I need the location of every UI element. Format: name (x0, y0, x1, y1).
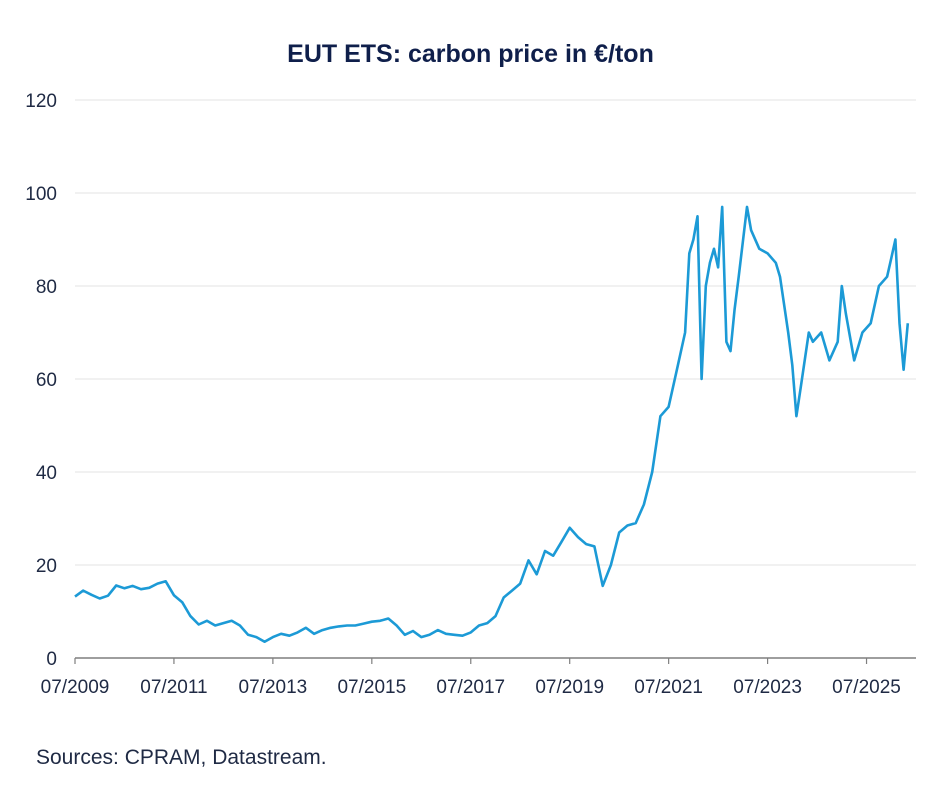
x-tick-label: 07/2017 (436, 677, 505, 698)
y-tick-label: 100 (25, 184, 57, 205)
x-tick-label: 07/2015 (337, 677, 406, 698)
y-axis-ticks: 0 20 40 60 80 100 120 (25, 91, 57, 670)
x-tick-label: 07/2021 (634, 677, 703, 698)
x-tick-label: 07/2013 (239, 677, 308, 698)
y-tick-label: 80 (36, 277, 57, 298)
x-tick-label: 07/2025 (832, 677, 901, 698)
x-tick-label: 07/2009 (41, 677, 110, 698)
y-tick-label: 120 (25, 91, 57, 112)
x-tick-label: 07/2023 (733, 677, 802, 698)
y-tick-label: 20 (36, 556, 57, 577)
sources-note: Sources: CPRAM, Datastream. (36, 746, 327, 769)
x-tick-label: 07/2019 (535, 677, 604, 698)
series-line-0 (74, 205, 910, 643)
x-tick-label: 07/2011 (140, 677, 207, 698)
y-tick-label: 0 (46, 649, 57, 670)
y-tick-label: 60 (36, 370, 57, 391)
y-tick-label: 40 (36, 463, 57, 484)
series-layer (74, 205, 910, 643)
chart-title: EUT ETS: carbon price in €/ton (287, 40, 654, 68)
gridlines (75, 99, 916, 566)
x-axis-ticks: 07/2009 07/2011 07/2013 07/2015 07/2017 07/20… (41, 658, 901, 698)
